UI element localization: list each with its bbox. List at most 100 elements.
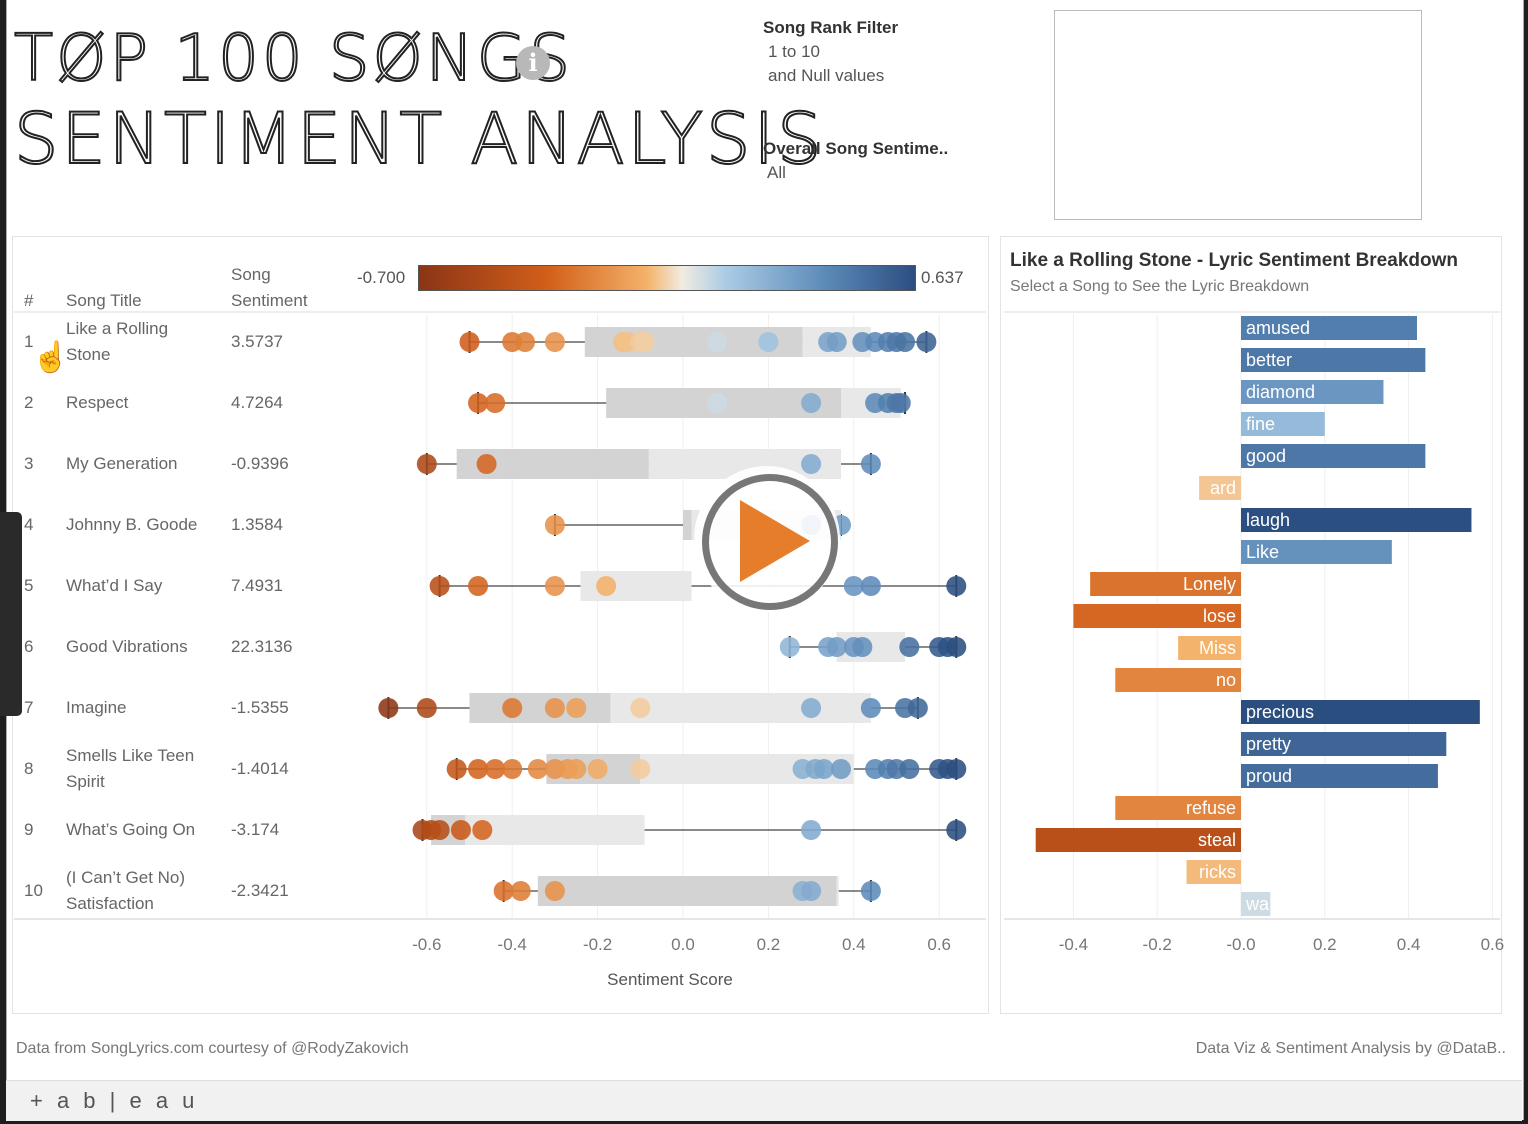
- row-song-sentiment[interactable]: 4.7264: [231, 393, 283, 412]
- row-song-title[interactable]: What’d I Say: [66, 576, 163, 595]
- dashboard-title-line2: SENTIMENT ANALYSIS: [13, 97, 825, 181]
- data-point: [826, 332, 847, 352]
- row-song-sentiment[interactable]: 3.5737: [231, 332, 283, 351]
- data-point: [429, 576, 450, 596]
- dashboard-title-line1: TØP 100 SØNGS: [13, 21, 573, 97]
- breakdown-bar-label: proud: [1246, 766, 1292, 786]
- data-point: [801, 698, 822, 718]
- row-rank[interactable]: 7: [24, 698, 34, 717]
- row-song-title[interactable]: Smells Like Teen: [66, 746, 195, 765]
- breakdown-x-tick-label: 0.6: [1481, 935, 1505, 954]
- row-rank[interactable]: 10: [24, 881, 43, 900]
- data-point: [416, 454, 437, 474]
- data-point: [459, 332, 480, 352]
- data-point: [779, 637, 800, 657]
- row-song-title[interactable]: Johnny B. Goode: [66, 515, 198, 534]
- breakdown-x-tick-label: -0.0: [1226, 935, 1255, 954]
- row-song-title-2[interactable]: Stone: [66, 345, 111, 364]
- breakdown-x-tick-label: -0.2: [1143, 935, 1172, 954]
- data-point: [587, 759, 608, 779]
- row-rank[interactable]: 3: [24, 454, 34, 473]
- row-song-title[interactable]: What’s Going On: [66, 820, 196, 839]
- data-point: [826, 637, 847, 657]
- footer-credit[interactable]: Data Viz & Sentiment Analysis by @DataB.…: [1195, 1040, 1506, 1057]
- row-rank[interactable]: 4: [24, 515, 34, 534]
- row-song-sentiment[interactable]: -3.174: [231, 820, 280, 839]
- box-lower: [469, 693, 611, 723]
- data-point: [801, 820, 822, 840]
- breakdown-bar-label: diamond: [1246, 382, 1315, 402]
- breakdown-bar: [1241, 380, 1384, 404]
- row-rank[interactable]: 1: [24, 332, 34, 351]
- breakdown-bar: [1073, 604, 1241, 628]
- row-rank[interactable]: 9: [24, 820, 34, 839]
- breakdown-bar-label: better: [1246, 350, 1292, 370]
- breakdown-bar: [1035, 828, 1241, 852]
- rank-filter-value-null[interactable]: and Null values: [768, 66, 885, 85]
- tableau-logo-icon[interactable]: + a b | e a u: [30, 1088, 199, 1113]
- data-point: [527, 759, 548, 779]
- footer-source[interactable]: Data from SongLyrics.com courtesy of @Ro…: [16, 1040, 409, 1057]
- info-icon[interactable]: i: [516, 46, 550, 80]
- rank-filter-title: Song Rank Filter: [763, 18, 899, 37]
- breakdown-bar: [1186, 860, 1241, 884]
- row-rank[interactable]: 2: [24, 393, 34, 412]
- row-song-sentiment[interactable]: -1.4014: [231, 759, 289, 778]
- side-panel-tab[interactable]: [0, 512, 22, 716]
- data-point: [468, 759, 489, 779]
- breakdown-bar-label: lose: [1203, 606, 1236, 626]
- breakdown-bar-label: good: [1246, 446, 1286, 466]
- box-upper: [465, 815, 645, 845]
- breakdown-title: Like a Rolling Stone - Lyric Sentiment B…: [1010, 250, 1458, 271]
- col-header-title[interactable]: Song Title: [66, 291, 142, 310]
- breakdown-bar: [1241, 700, 1480, 724]
- rank-filter-value[interactable]: 1 to 10: [768, 42, 820, 61]
- row-song-sentiment[interactable]: -2.3421: [231, 881, 289, 900]
- breakdown-x-tick-label: 0.2: [1313, 935, 1337, 954]
- data-point: [446, 759, 467, 779]
- row-song-title[interactable]: Like a Rolling: [66, 319, 169, 338]
- x-tick-label: 0.0: [671, 935, 695, 954]
- breakdown-bar-label: laugh: [1246, 510, 1290, 530]
- data-point: [899, 637, 920, 657]
- breakdown-bar-label: precious: [1246, 702, 1314, 722]
- box-upper: [610, 693, 871, 723]
- data-point: [707, 393, 728, 413]
- row-rank[interactable]: 8: [24, 759, 34, 778]
- data-point: [946, 759, 967, 779]
- play-icon[interactable]: [740, 500, 810, 582]
- breakdown-bar: [1241, 316, 1417, 340]
- row-song-sentiment[interactable]: 22.3136: [231, 637, 293, 656]
- data-point: [596, 576, 617, 596]
- row-song-sentiment[interactable]: 1.3584: [231, 515, 283, 534]
- breakdown-bar-label: ard: [1210, 478, 1236, 498]
- data-point: [472, 820, 493, 840]
- data-point: [544, 576, 565, 596]
- data-point: [946, 637, 967, 657]
- row-song-title[interactable]: Respect: [66, 393, 129, 412]
- row-song-title[interactable]: Good Vibrations: [66, 637, 188, 656]
- data-point: [544, 332, 565, 352]
- row-song-title-2[interactable]: Satisfaction: [66, 894, 154, 913]
- row-song-title[interactable]: Imagine: [66, 698, 127, 717]
- row-song-sentiment[interactable]: -1.5355: [231, 698, 289, 717]
- row-rank[interactable]: 5: [24, 576, 34, 595]
- data-point: [860, 698, 881, 718]
- sentiment-filter-value[interactable]: All: [767, 163, 786, 182]
- col-header-sentiment-2[interactable]: Sentiment: [231, 291, 308, 310]
- row-song-sentiment[interactable]: -0.9396: [231, 454, 289, 473]
- breakdown-bar: [1115, 796, 1241, 820]
- x-tick-label: -0.2: [583, 935, 612, 954]
- breakdown-bar-label: Like: [1246, 542, 1279, 562]
- breakdown-bar-label: ricks: [1199, 862, 1236, 882]
- breakdown-bar: [1199, 476, 1241, 500]
- row-rank[interactable]: 6: [24, 637, 34, 656]
- data-point: [907, 698, 928, 718]
- data-point: [843, 576, 864, 596]
- row-song-title-2[interactable]: Spirit: [66, 772, 105, 791]
- col-header-sentiment[interactable]: Song: [231, 265, 271, 284]
- row-song-title[interactable]: (I Can’t Get No): [66, 868, 186, 887]
- row-song-title[interactable]: My Generation: [66, 454, 178, 473]
- row-song-sentiment[interactable]: 7.4931: [231, 576, 283, 595]
- data-point: [852, 637, 873, 657]
